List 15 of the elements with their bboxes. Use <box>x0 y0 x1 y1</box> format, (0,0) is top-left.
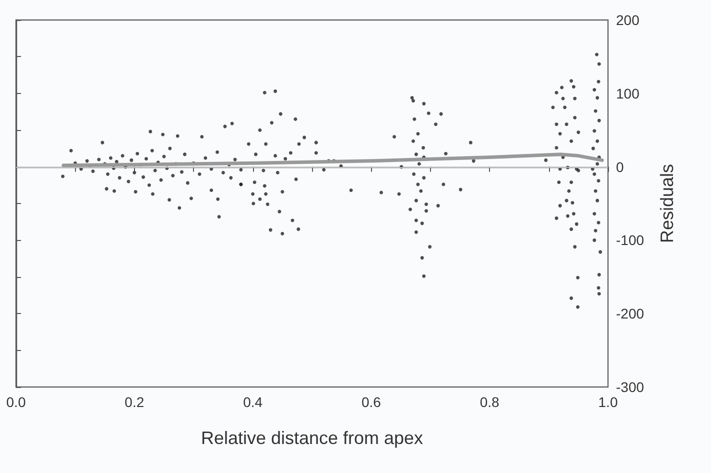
x-tick-label: 0.2 <box>124 394 144 410</box>
y-tick-label: -300 <box>616 379 644 395</box>
y-tick-label: -100 <box>616 232 644 248</box>
x-tick-label: 0.4 <box>243 394 263 410</box>
y-tick-label: 200 <box>616 12 640 28</box>
y-tick-label: -200 <box>616 306 644 322</box>
y-tick-label: 0 <box>616 158 624 175</box>
x-axis-title: Relative distance from apex <box>200 428 424 448</box>
x-tick-label: 0.8 <box>480 394 500 410</box>
x-tick-label: 1.0 <box>598 394 618 410</box>
y-tick-label: 100 <box>616 85 640 102</box>
x-tick-label: 0.0 <box>6 394 26 410</box>
y-axis-title: Residuals <box>657 164 677 244</box>
x-tick-label: 0.6 <box>361 394 382 410</box>
line-series <box>62 152 604 168</box>
